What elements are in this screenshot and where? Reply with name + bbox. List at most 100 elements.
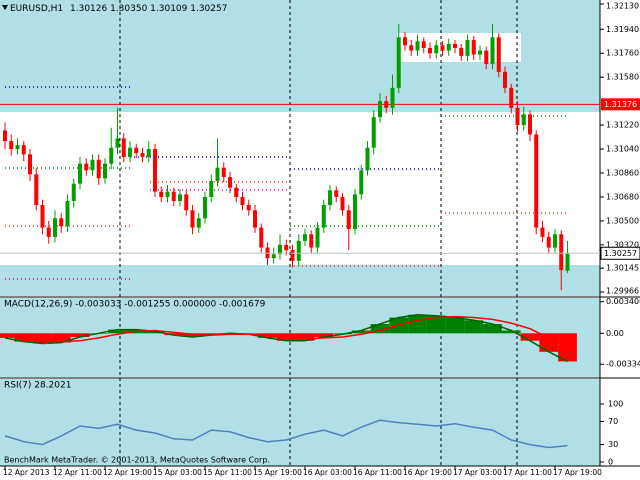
candle-body: [290, 250, 295, 261]
candle-body: [109, 147, 114, 164]
candle-body: [96, 159, 101, 179]
candle-body: [484, 50, 489, 64]
candle-body: [465, 39, 470, 56]
candle-body: [21, 145, 26, 155]
symbol: EURUSD,H1: [10, 4, 63, 14]
header-arrow: [2, 5, 8, 10]
candle-body: [353, 194, 357, 229]
candle-body: [234, 187, 239, 197]
y-tick-label: 1.30860: [606, 169, 639, 178]
footer: BenchMark MetaTrader. © 2001-2013, MetaQ…: [4, 456, 270, 465]
candle-body: [146, 149, 151, 158]
macd-bar: [295, 333, 315, 341]
candle-body: [90, 159, 95, 171]
candle-body: [284, 244, 289, 251]
macd-bar: [314, 333, 334, 337]
candle-body: [434, 45, 439, 54]
candle-body: [271, 254, 276, 259]
candle-body: [328, 190, 332, 205]
candle-body: [453, 43, 457, 48]
level-label-bg: [601, 98, 640, 111]
candle-body: [509, 87, 514, 108]
candle-body: [178, 194, 182, 201]
macd-bar: [408, 314, 427, 334]
macd-bar: [164, 333, 184, 336]
macd-line: [4, 314, 568, 363]
macd-bar: [51, 333, 71, 343]
y-tick-label: 1.30680: [606, 192, 639, 201]
macd-bar: [426, 315, 446, 334]
candle-body: [59, 218, 64, 227]
candle-body: [128, 147, 132, 158]
candle-body: [540, 227, 545, 237]
candle-body: [396, 37, 401, 88]
y-tick-label: 1.30320: [606, 240, 639, 249]
candle-body: [384, 101, 389, 108]
candle-body: [559, 234, 564, 271]
y-tick-label: 1.31220: [606, 121, 639, 130]
candle-body: [365, 147, 370, 171]
x-tick-label: 15 Apr 19:00: [253, 468, 302, 477]
macd-bar: [351, 330, 371, 334]
candle-body: [34, 174, 39, 205]
y-tick-label: 70: [608, 417, 618, 426]
candle-body: [84, 163, 89, 171]
y-tick-label: 100: [608, 400, 623, 409]
macd-bar: [145, 331, 165, 334]
candle-body: [553, 234, 557, 248]
x-tick-label: 17 Apr 19:00: [553, 468, 602, 477]
ohlc-text: 1.30126 1.30350 1.30109 1.30257: [70, 4, 227, 14]
candle-body: [478, 50, 482, 55]
x-tick-label: 17 Apr 03:00: [453, 468, 502, 477]
candle-body: [334, 190, 339, 197]
candle-body: [253, 210, 257, 228]
candle-body: [140, 153, 145, 158]
candle-body: [165, 191, 170, 197]
candle-body: [65, 200, 70, 227]
candle-body: [215, 167, 220, 182]
candle-body: [184, 194, 189, 211]
candle-body: [528, 114, 532, 135]
y-tick-label: 1.30145: [606, 264, 639, 273]
candle-body: [321, 204, 326, 228]
candle-body: [171, 191, 176, 201]
macd-title: MACD(12,26,9) -0.003033 -0.001255 0.0000…: [4, 300, 266, 310]
macd-bar: [464, 320, 484, 334]
macd-bar: [70, 333, 90, 337]
y-tick-label: 0.00: [606, 329, 624, 338]
candle-body: [3, 130, 7, 142]
candle-body: [534, 134, 539, 228]
candle-body: [196, 218, 201, 228]
x-tick-label: 12 Apr 11:00: [53, 468, 102, 477]
candle-body: [340, 196, 345, 211]
candle-body: [15, 145, 20, 150]
candle-body: [71, 183, 76, 201]
candle-body: [428, 47, 432, 54]
candle-body: [103, 163, 107, 179]
candle-body: [309, 234, 314, 248]
macd-bar: [539, 333, 559, 352]
candle-body: [240, 196, 245, 205]
candle-body: [471, 39, 476, 55]
candle-body: [303, 234, 307, 241]
rsi-title: RSI(7) 28.2021: [4, 381, 71, 391]
y-tick-label: 1.31580: [606, 73, 639, 82]
range-box: [0, 112, 600, 265]
y-tick-label: 1.29966: [606, 287, 639, 296]
candle-body: [565, 253, 570, 271]
candle-body: [521, 114, 526, 126]
candle-body: [115, 138, 120, 148]
macd-bar: [201, 333, 221, 336]
rsi-panel-bg: [0, 379, 600, 466]
y-tick-label: 1.31760: [606, 49, 639, 58]
candle-body: [496, 37, 501, 72]
candle-body: [46, 227, 51, 237]
candle-body: [440, 45, 445, 51]
candle-body: [459, 47, 464, 56]
macd-bar: [183, 333, 202, 337]
chart-header: EURUSD,H1 1.30126 1.30350 1.30109 1.3025…: [10, 4, 227, 14]
candle-body: [9, 141, 14, 150]
candle-body: [446, 43, 451, 51]
marks: [0, 23, 600, 449]
macd-bar: [558, 333, 577, 362]
